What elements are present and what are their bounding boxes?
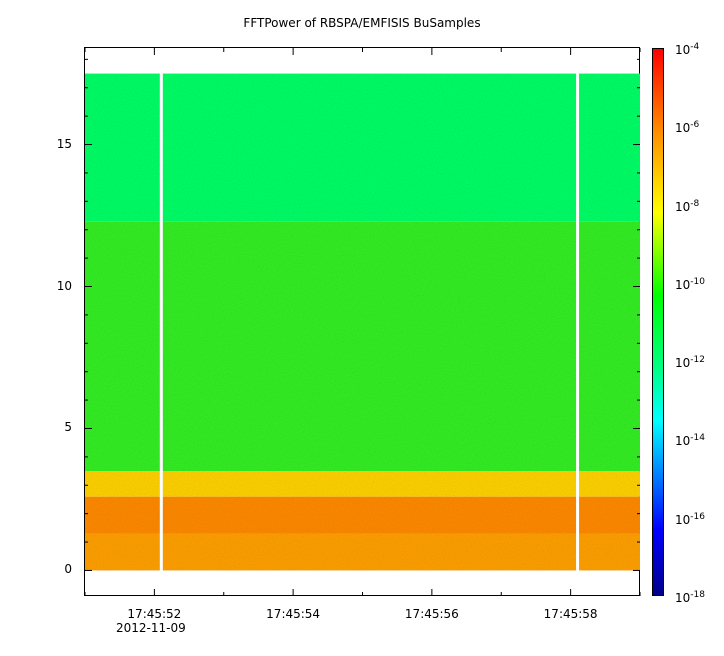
colorbar-tick-exponent: -18 xyxy=(690,590,705,600)
x-tick-label-2: 17:45:56 xyxy=(404,607,459,621)
colorbar-tick-label-4: 10-12 xyxy=(675,355,705,370)
colorbar-tick-exponent: -8 xyxy=(690,198,700,209)
y-tick-label-3: 15 xyxy=(56,136,72,151)
colorbar-tick-label-1: 10-6 xyxy=(675,120,699,135)
colorbar-tick-base: 10 xyxy=(675,512,691,527)
data-gap-0 xyxy=(159,73,163,571)
colorbar-tick-base: 10 xyxy=(675,199,691,214)
colorbar-tick-label-6: 10-16 xyxy=(675,512,705,527)
colorbar-tick-base: 10 xyxy=(675,277,691,292)
colorbar-tick-base: 10 xyxy=(675,356,691,371)
colorbar-tick-exponent: -10 xyxy=(690,276,705,287)
spectrogram-band-3 xyxy=(85,221,640,472)
axes xyxy=(84,48,641,596)
x-tick-label-3: 17:45:58 xyxy=(543,607,598,621)
colorbar-tick-exponent: -6 xyxy=(690,120,700,131)
x-tick-label-1: 17:45:54 xyxy=(266,607,321,621)
colorbar-tick-label-2: 10-8 xyxy=(675,199,699,214)
colorbar-tick-label-3: 10-10 xyxy=(675,277,705,292)
data-gaps xyxy=(159,73,580,571)
colorbar xyxy=(652,48,664,596)
colorbar-tick-label-7: 10-18 xyxy=(675,590,705,605)
colorbar-tick-base: 10 xyxy=(675,121,691,136)
colorbar-tick-exponent: -12 xyxy=(690,355,705,366)
spectrogram-band-4 xyxy=(85,73,640,222)
spectrogram-band-2 xyxy=(85,471,640,497)
x-tick-label-0: 17:45:52 xyxy=(127,607,182,621)
colorbar-tick-base: 10 xyxy=(675,43,691,57)
spectrogram-band-0 xyxy=(85,533,640,571)
colorbar-tick-base: 10 xyxy=(675,591,691,605)
colorbar-tick-exponent: -4 xyxy=(690,42,700,52)
colorbar-tick-label-5: 10-14 xyxy=(675,433,705,448)
colorbar-tick-base: 10 xyxy=(675,434,691,449)
y-tick-label-2: 10 xyxy=(56,278,72,293)
colorbar-tick-exponent: -16 xyxy=(690,511,705,522)
y-tick-label-0: 0 xyxy=(64,562,72,577)
x-date-label: 2012-11-09 xyxy=(116,621,186,635)
data-gap-1 xyxy=(576,73,580,571)
y-tick-label-1: 5 xyxy=(64,420,72,435)
chart-title: FFTPower of RBSPA/EMFISIS BuSamples xyxy=(243,16,481,30)
colorbar-tick-exponent: -14 xyxy=(690,433,705,444)
spectrogram-bands xyxy=(85,73,640,571)
spectrogram-band-1 xyxy=(85,496,640,534)
colorbar-tick-label-0: 10-4 xyxy=(675,42,699,57)
